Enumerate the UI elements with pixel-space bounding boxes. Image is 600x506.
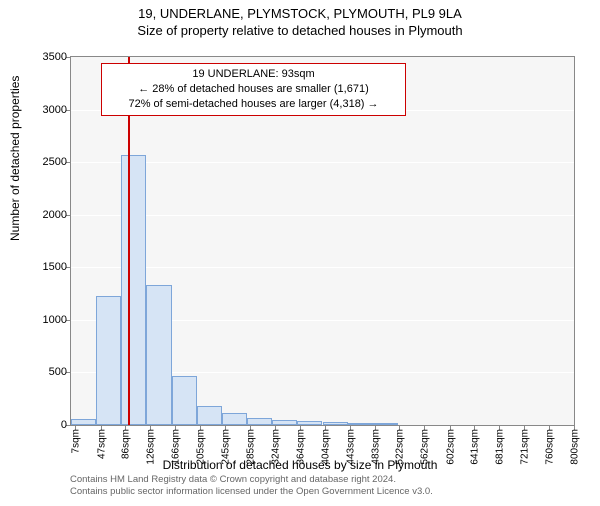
info-box-line3: 72% of semi-detached houses are larger (… xyxy=(108,97,399,112)
info-box-line2: ← 28% of detached houses are smaller (1,… xyxy=(108,82,399,97)
grid-line xyxy=(71,267,574,268)
histogram-bar xyxy=(172,376,197,425)
xtick-label: 86sqm xyxy=(119,429,132,459)
grid-line xyxy=(71,215,574,216)
footer: Contains HM Land Registry data © Crown c… xyxy=(70,474,433,499)
ytick-label: 2500 xyxy=(43,156,71,168)
histogram-bar xyxy=(146,285,171,425)
x-axis-label: Distribution of detached houses by size … xyxy=(0,458,600,472)
histogram-bar xyxy=(121,155,146,425)
ytick-label: 3500 xyxy=(43,51,71,63)
info-box-line1: 19 UNDERLANE: 93sqm xyxy=(108,67,399,82)
grid-line xyxy=(71,162,574,163)
histogram-bar xyxy=(297,421,322,425)
info-box: 19 UNDERLANE: 93sqm ← 28% of detached ho… xyxy=(101,63,406,116)
ytick-label: 1500 xyxy=(43,261,71,273)
title-line1: 19, UNDERLANE, PLYMSTOCK, PLYMOUTH, PL9 … xyxy=(0,6,600,21)
histogram-bar xyxy=(373,423,398,425)
chart-container: 19, UNDERLANE, PLYMSTOCK, PLYMOUTH, PL9 … xyxy=(0,6,600,506)
histogram-bar xyxy=(323,422,348,425)
ytick-label: 3000 xyxy=(43,104,71,116)
title-line2: Size of property relative to detached ho… xyxy=(0,23,600,38)
histogram-bar xyxy=(348,423,373,425)
xtick-label: 7sqm xyxy=(69,429,82,453)
footer-line2: Contains public sector information licen… xyxy=(70,486,433,498)
y-axis-label: Number of detached properties xyxy=(8,76,22,241)
histogram-bar xyxy=(96,296,121,425)
ytick-label: 500 xyxy=(49,366,71,378)
histogram-bar xyxy=(222,413,247,425)
histogram-bar xyxy=(247,418,272,425)
footer-line1: Contains HM Land Registry data © Crown c… xyxy=(70,474,433,486)
histogram-bar xyxy=(197,406,222,425)
xtick-label: 47sqm xyxy=(94,429,107,459)
histogram-bar xyxy=(272,420,297,425)
ytick-label: 1000 xyxy=(43,314,71,326)
plot-area: 05001000150020002500300035007sqm47sqm86s… xyxy=(70,56,575,426)
ytick-label: 2000 xyxy=(43,209,71,221)
